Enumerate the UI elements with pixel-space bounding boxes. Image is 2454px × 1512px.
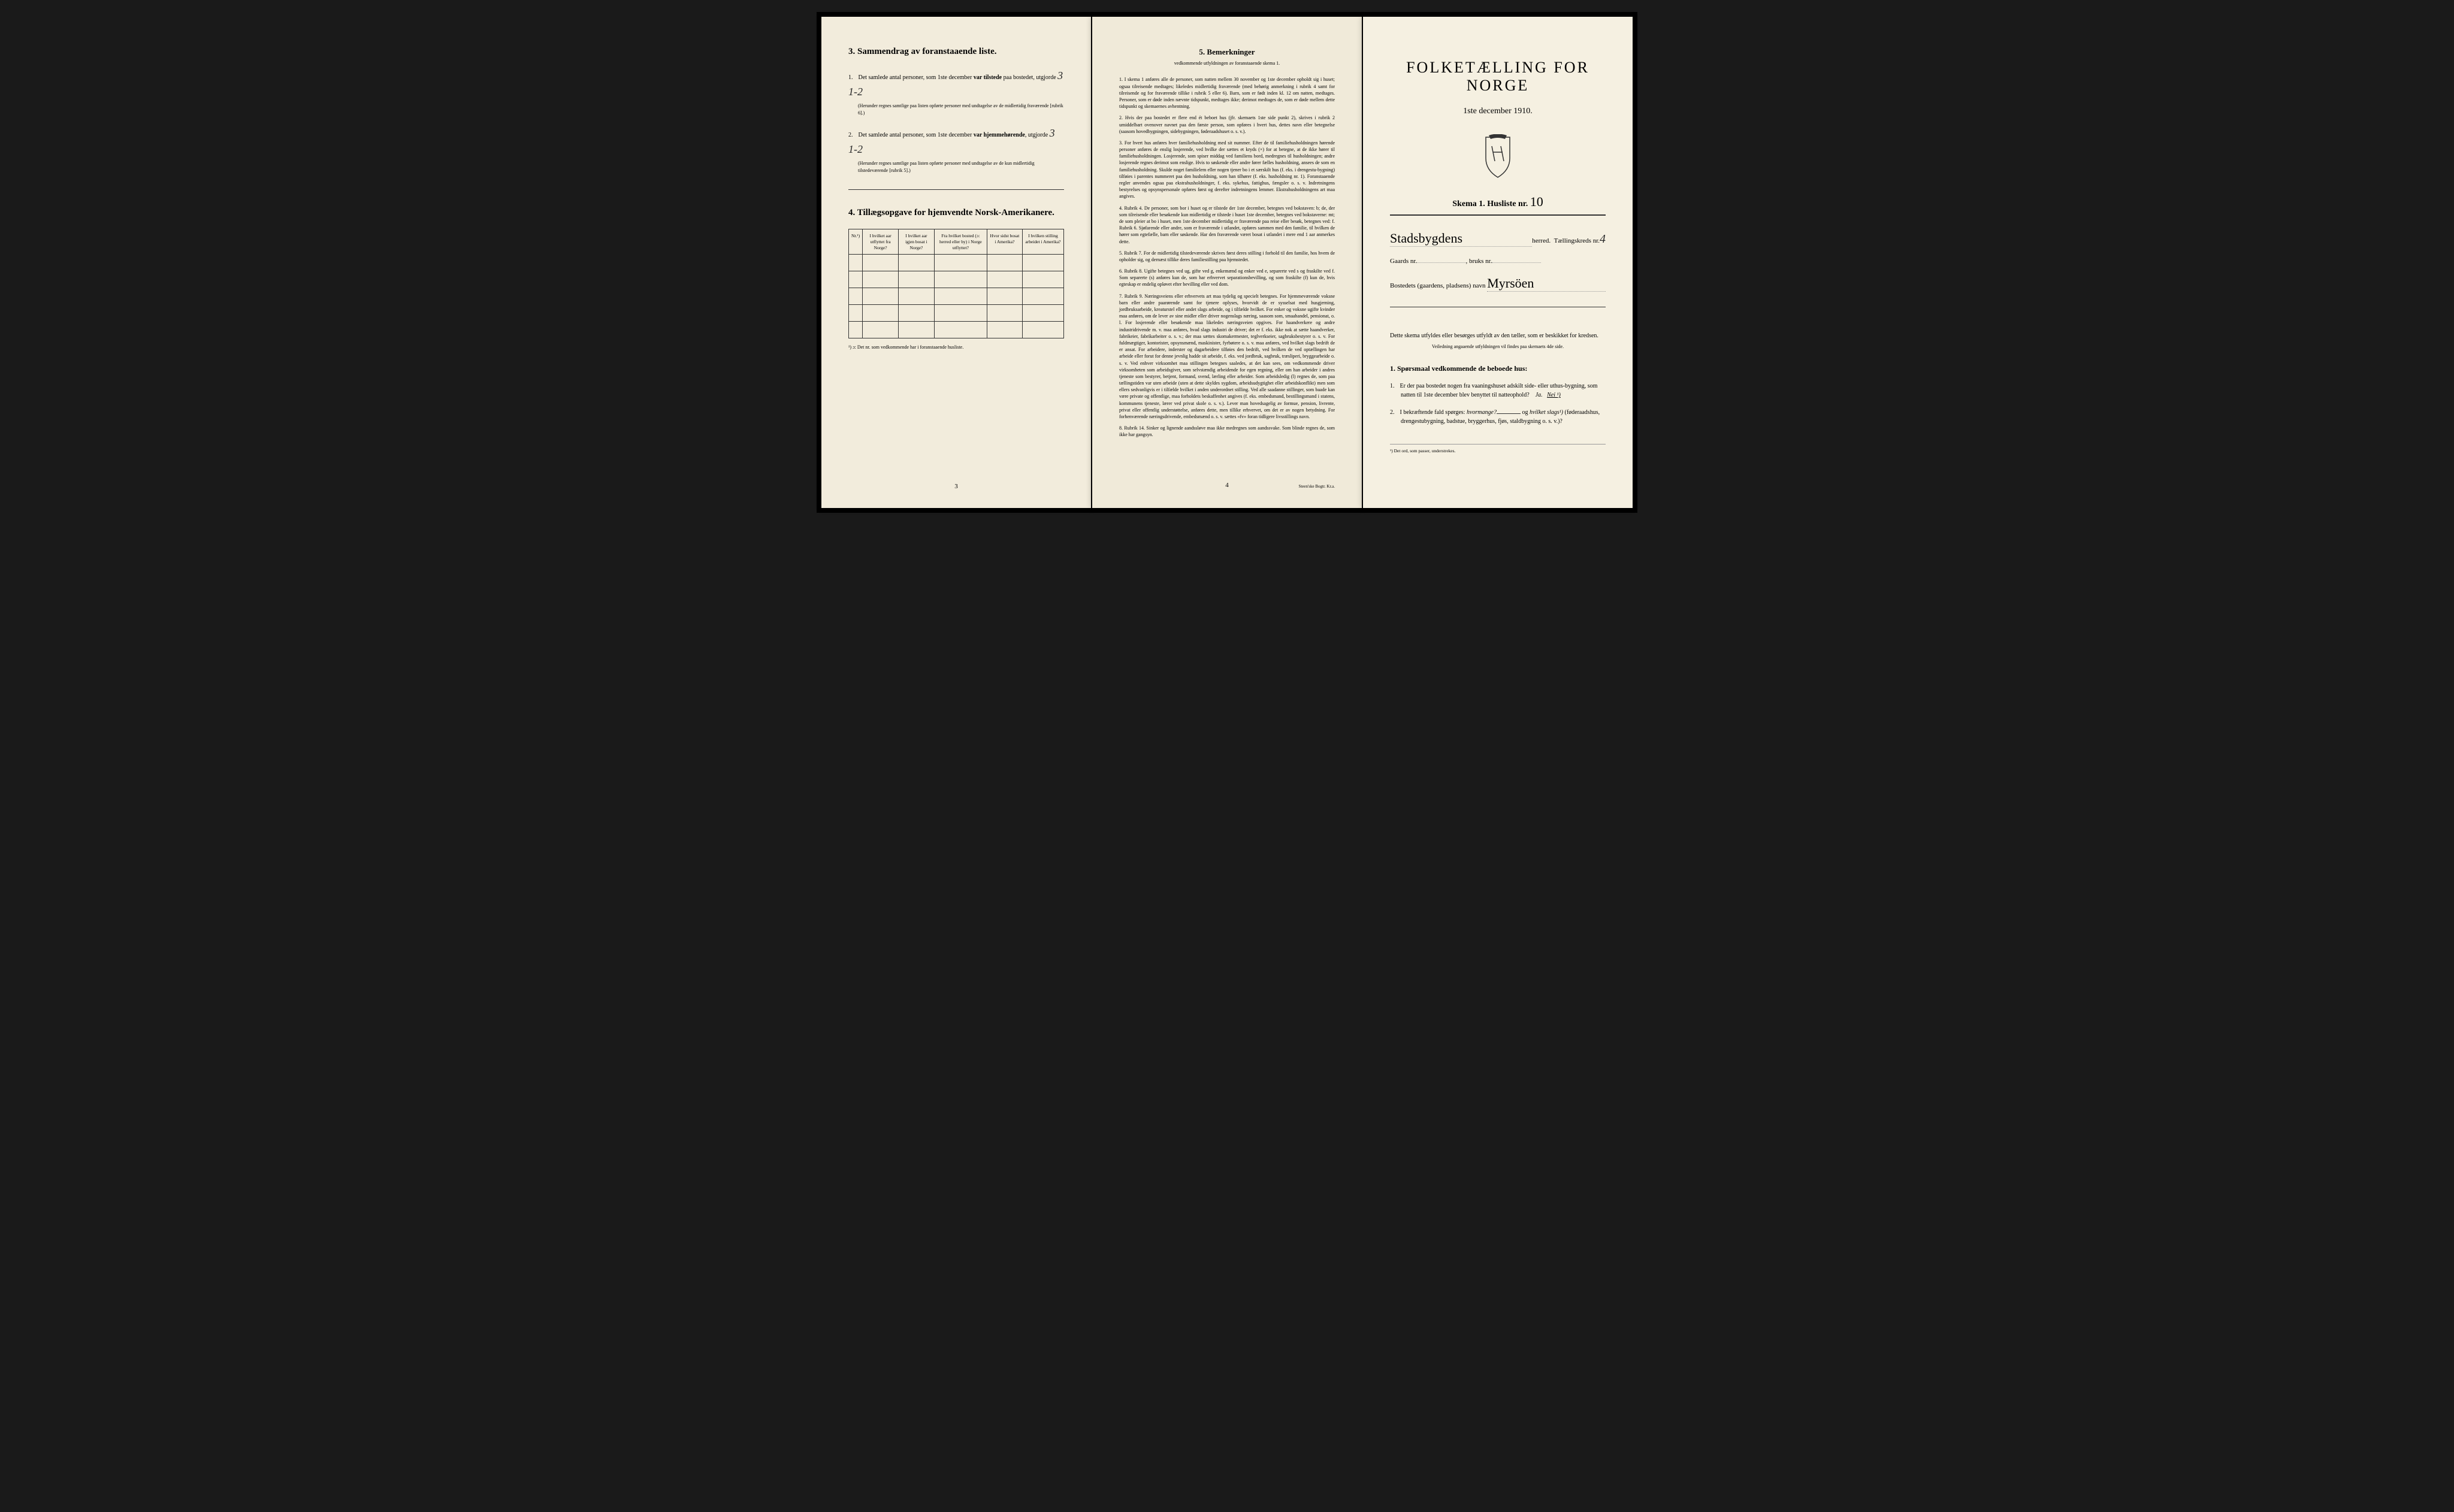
taellingskreds-label: Tællingskreds nr. [1554,237,1600,244]
remark-5: 5. Rubrik 7. For de midlertidig tilstede… [1119,250,1335,263]
table-row [849,255,1064,271]
main-title: FOLKETÆLLING FOR NORGE [1390,59,1606,95]
divider [848,189,1064,190]
th-col1: Nr.¹) [849,229,863,255]
gaards-line: Gaards nr. , bruks nr. [1390,258,1606,265]
section5-subtitle: vedkommende utfyldningen av foranstaaend… [1119,60,1335,66]
gaards-label: Gaards nr. [1390,258,1417,265]
remark-2: 2. Hvis der paa bostedet er flere end ét… [1119,114,1335,135]
remark-7: 7. Rubrik 9. Næringsveiens eller erhverv… [1119,293,1335,421]
th-col6: I hvilken stilling arbeidet i Amerika? [1022,229,1063,255]
skema-label: Skema 1. Husliste nr. [1452,199,1528,208]
q2-italic1: hvormange? [1467,409,1497,416]
table-row [849,288,1064,305]
remark-1: 1. I skema 1 anføres alle de personer, s… [1119,76,1335,110]
question-title: 1. Spørsmaal vedkommende de beboede hus: [1390,364,1606,373]
skema-num: 10 [1530,194,1543,209]
page-number-middle: 4 [1225,481,1229,490]
q2-text-mid: og [1521,409,1530,416]
item1-text-after: paa bostedet, utgjorde [1002,74,1057,81]
item1-text-before: Det samlede antal personer, som 1ste dec… [859,74,974,81]
section4-title: 4. Tillægsopgave for hjemvendte Norsk-Am… [848,208,1064,218]
item2-text-after: , utgjorde [1025,132,1050,138]
q1-num: 1. [1390,382,1398,391]
item1-note: (Herunder regnes samtlige paa listen opf… [858,102,1064,117]
date-line: 1ste december 1910. [1390,107,1606,116]
table-row [849,322,1064,338]
taellingskreds-num: 4 [1600,232,1606,246]
q2-num: 2. [1390,408,1398,417]
q1-ja: Ja. [1536,392,1543,398]
section4-footnote: ¹) ɔ: Det nr. som vedkommende har i fora… [848,344,1064,350]
bottom-footnote: ¹) Det ord, som passer, understrekes. [1390,444,1606,453]
form-table: Nr.¹) I hvilket aar utflyttet fra Norge?… [848,229,1064,338]
section4: 4. Tillægsopgave for hjemvendte Norsk-Am… [848,208,1064,350]
item2-text-before: Det samlede antal personer, som 1ste dec… [859,132,974,138]
bosted-value: Myrsöen [1487,276,1606,292]
herred-line: Stadsbygdens herred. Tællingskreds nr. 4 [1390,231,1606,247]
section3-item1: 1. Det samlede antal personer, som 1ste … [848,68,1064,117]
remark-8: 8. Rubrik 14. Sinker og lignende aandssl… [1119,425,1335,438]
page-right: FOLKETÆLLING FOR NORGE 1ste december 191… [1363,17,1633,508]
th-col4: Fra hvilket bosted (ɔ: herred eller by) … [934,229,987,255]
bosted-label: Bostedets (gaardens, pladsens) navn [1390,282,1485,289]
th-col3: I hvilket aar igjen bosat i Norge? [899,229,935,255]
th-col2: I hvilket aar utflyttet fra Norge? [863,229,899,255]
question-2: 2. I bekræftende fald spørges: hvormange… [1401,408,1606,426]
skema-line: Skema 1. Husliste nr. 10 [1390,194,1606,216]
remark-6: 6. Rubrik 8. Ugifte betegnes ved ug, gif… [1119,268,1335,288]
remark-4: 4. Rubrik 4. De personer, som bor i huse… [1119,205,1335,245]
section3-title: 3. Sammendrag av foranstaaende liste. [848,47,1064,57]
herred-value: Stadsbygdens [1390,231,1532,247]
item2-note: (Herunder regnes samtlige paa listen opf… [858,160,1064,174]
th-col5: Hvor sidst bosat i Amerika? [987,229,1022,255]
section3-item2: 2. Det samlede antal personer, som 1ste … [848,125,1064,174]
coat-of-arms-icon [1390,134,1606,182]
q1-nei: Nei ¹) [1547,392,1561,398]
question-section: 1. Spørsmaal vedkommende de beboede hus:… [1390,364,1606,426]
printer-note: Steen'ske Bogtr. Kr.a. [1298,484,1335,490]
bruks-label: , bruks nr. [1465,258,1492,265]
herred-label: herred. [1532,237,1551,244]
question-1: 1. Er der paa bostedet nogen fra vaaning… [1401,382,1606,400]
instruction-text: Dette skema utfyldes eller besørges utfy… [1390,331,1606,340]
item1-num: 1. [848,73,857,82]
bosted-line: Bostedets (gaardens, pladsens) navn Myrs… [1390,276,1606,292]
page-middle: 5. Bemerkninger vedkommende utfyldningen… [1092,17,1362,508]
page-left: 3. Sammendrag av foranstaaende liste. 1.… [821,17,1091,508]
q2-text-before: I bekræftende fald spørges: [1400,409,1467,416]
table-row [849,305,1064,322]
item2-num: 2. [848,131,857,140]
table-row [849,271,1064,288]
q1-text: Er der paa bostedet nogen fra vaaningshu… [1400,383,1598,398]
document-container: 3. Sammendrag av foranstaaende liste. 1.… [817,12,1637,513]
item2-bold: var hjemmehørende [974,132,1025,138]
instruction-sub: Veiledning angaaende utfyldningen vil fi… [1390,344,1606,349]
remarks-list: 1. I skema 1 anføres alle de personer, s… [1119,76,1335,438]
q2-italic2: hvilket slags¹) [1530,409,1563,416]
remark-3: 3. For hvert hus anføres hver familiehus… [1119,140,1335,200]
section5-title: 5. Bemerkninger [1119,47,1335,58]
item1-bold: var tilstede [974,74,1002,81]
page-number-left: 3 [954,483,958,490]
